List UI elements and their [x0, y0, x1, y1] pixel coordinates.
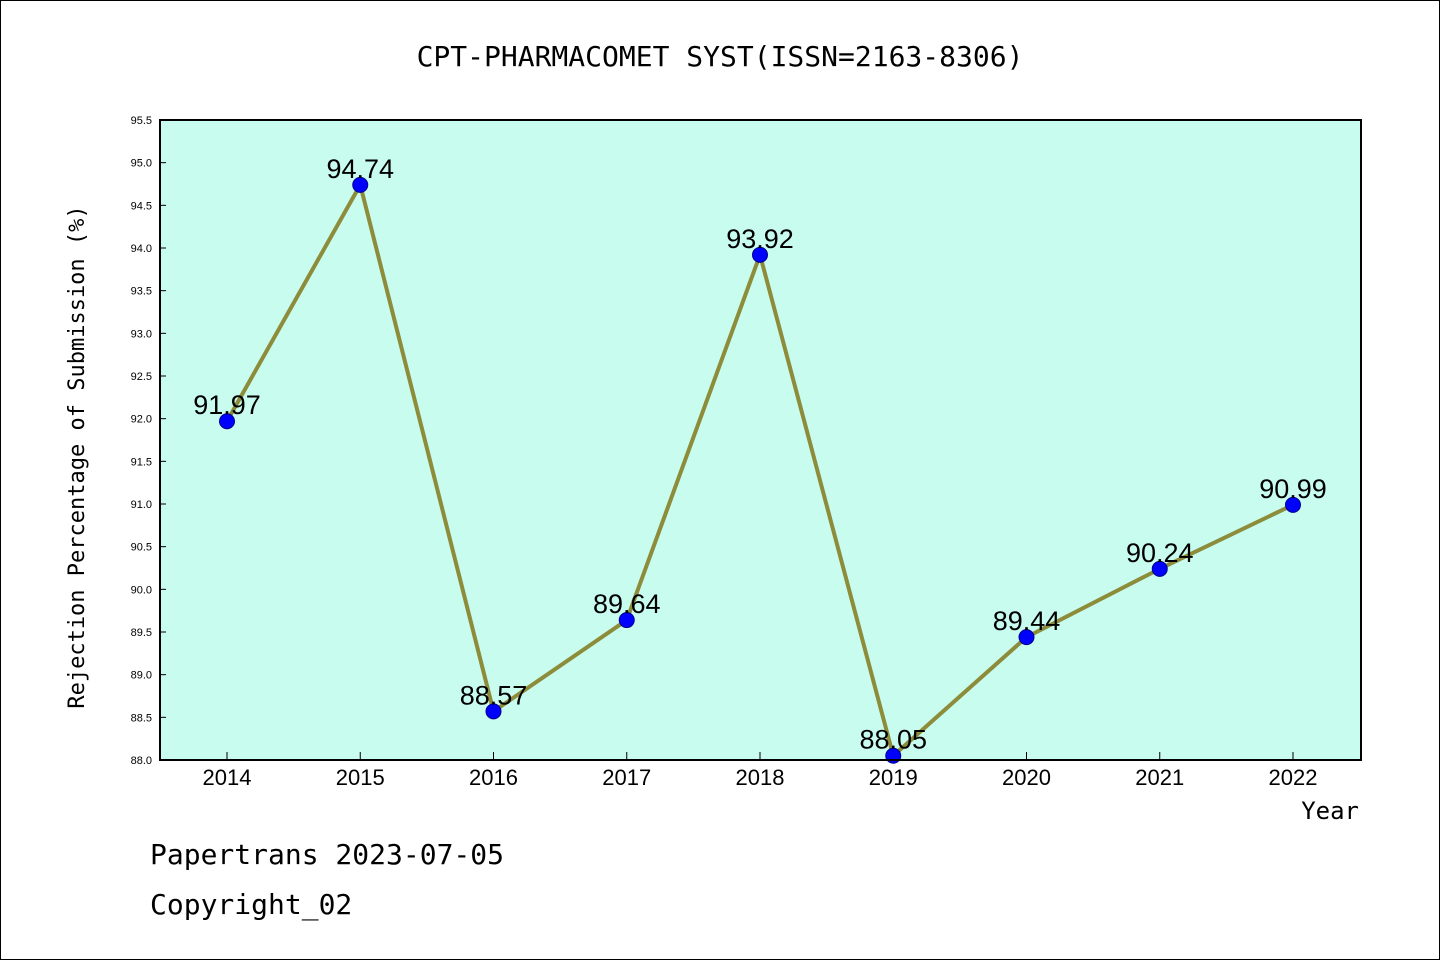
x-tick-label: 2022 — [1269, 765, 1318, 790]
x-tick-label: 2021 — [1135, 765, 1184, 790]
x-tick-label: 2015 — [336, 765, 385, 790]
data-labels: 91.97 94.74 88.57 89.64 93.92 88.05 89.44 90.24… — [193, 154, 1327, 755]
data-label: 91.97 — [193, 390, 261, 420]
data-point — [1018, 629, 1035, 646]
x-tick-label: 2014 — [203, 765, 252, 790]
x-axis-ticks: 2014 2015 2016 2017 2018 2019 2020 2021 2022 — [203, 752, 1318, 790]
y-tick-label: 89.0 — [131, 670, 152, 682]
y-tick-label: 88.5 — [131, 712, 152, 724]
y-tick-label: 94.0 — [131, 243, 152, 255]
data-point — [485, 703, 502, 720]
x-tick-label: 2020 — [1002, 765, 1051, 790]
data-label: 89.64 — [593, 589, 661, 619]
y-tick-label: 94.5 — [131, 200, 152, 212]
y-tick-label: 89.5 — [131, 627, 152, 639]
y-tick-label: 93.5 — [131, 286, 152, 298]
data-point — [618, 612, 635, 629]
y-tick-label: 95.0 — [131, 158, 152, 170]
data-point — [219, 413, 235, 430]
data-label: 89.44 — [993, 606, 1061, 636]
y-tick-label: 95.5 — [131, 115, 152, 127]
x-axis-label: Year — [1301, 797, 1359, 825]
y-tick-label: 88.0 — [131, 755, 152, 767]
y-tick-label: 91.0 — [131, 499, 152, 511]
x-tick-label: 2017 — [602, 765, 651, 790]
y-tick-label: 90.0 — [131, 584, 152, 596]
footer-copyright: Copyright_02 — [150, 888, 352, 922]
data-point — [1151, 560, 1168, 577]
data-point — [1285, 496, 1301, 513]
data-label: 93.92 — [726, 224, 794, 254]
x-tick-label: 2019 — [869, 765, 918, 790]
y-tick-label: 93.0 — [131, 328, 152, 340]
x-tick-label: 2016 — [469, 765, 518, 790]
footer-date: Papertrans 2023-07-05 — [150, 838, 504, 871]
data-point — [352, 176, 369, 193]
y-tick-label: 92.5 — [131, 371, 152, 383]
data-label: 88.05 — [859, 725, 927, 755]
y-tick-label: 91.5 — [131, 456, 152, 468]
plot-area — [160, 120, 1361, 760]
data-label: 90.24 — [1126, 538, 1194, 568]
plot-border — [159, 119, 1362, 761]
data-label: 90.99 — [1259, 474, 1327, 504]
x-tick-label: 2018 — [736, 765, 785, 790]
y-axis-label: Rejection Percentage of Submission (%) — [65, 205, 90, 708]
data-label: 88.57 — [460, 680, 528, 710]
y-axis-ticks: 88.0 88.5 89.0 89.5 90.0 90.5 91.0 91.5 92.0 92.5… — [131, 115, 166, 767]
data-point — [752, 246, 768, 263]
data-label: 94.74 — [326, 154, 394, 184]
y-tick-label: 90.5 — [131, 542, 152, 554]
y-tick-label: 92.0 — [131, 414, 152, 426]
chart-title: CPT-PHARMACOMET SYST(ISSN=2163-8306) — [417, 40, 1024, 73]
